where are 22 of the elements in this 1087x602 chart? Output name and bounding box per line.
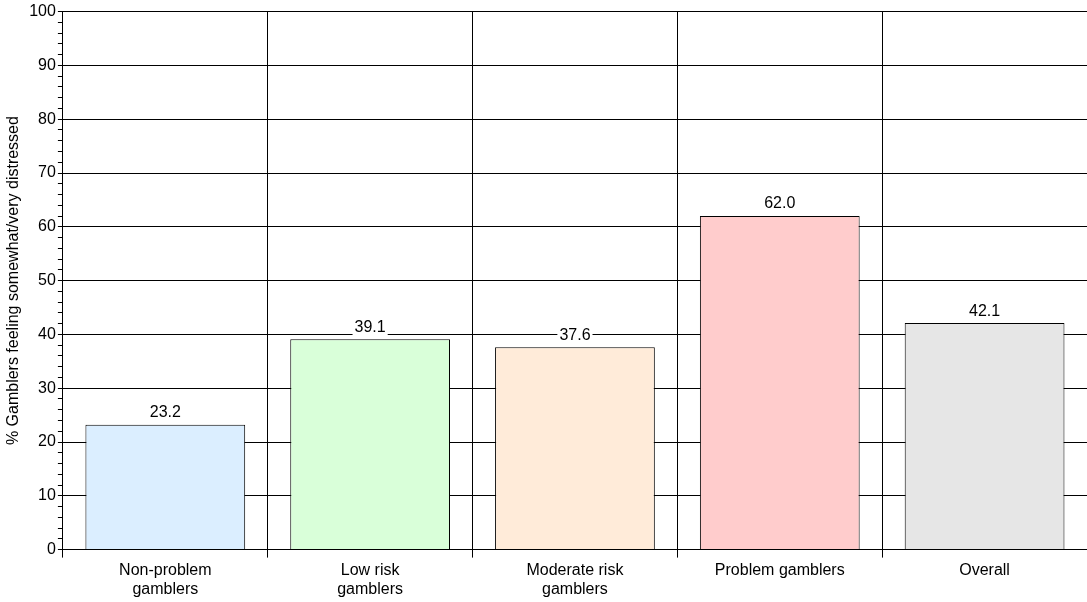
data-label: 42.1 xyxy=(969,301,1001,319)
x-tick-label: Problem gamblers xyxy=(714,560,845,578)
y-tick-label: 50 xyxy=(38,271,56,289)
y-tick-label: 70 xyxy=(38,163,56,181)
y-tick-label: 30 xyxy=(38,378,56,396)
data-label: 37.6 xyxy=(559,325,591,343)
y-axis-title: % Gamblers feeling somewhat/very distressed xyxy=(4,116,22,446)
y-tick-label: 60 xyxy=(38,217,56,235)
y-tick-label: 90 xyxy=(38,55,56,73)
x-tick-label: Low risk gamblers xyxy=(337,560,404,597)
x-tick-label: Overall xyxy=(959,560,1010,578)
y-tick-label: 80 xyxy=(38,109,56,127)
data-label: 39.1 xyxy=(354,317,386,335)
x-tick-label: Moderate risk gamblers xyxy=(526,560,625,597)
x-tick-label: Non-problem gamblers xyxy=(119,560,212,597)
data-label: 62.0 xyxy=(764,194,796,212)
y-tick-label: 100 xyxy=(29,2,56,20)
y-tick-label: 40 xyxy=(38,324,56,342)
y-tick-label: 0 xyxy=(46,540,56,558)
y-tick-label: 20 xyxy=(38,432,56,450)
y-tick-label: 10 xyxy=(38,486,56,504)
data-label: 23.2 xyxy=(149,403,181,421)
